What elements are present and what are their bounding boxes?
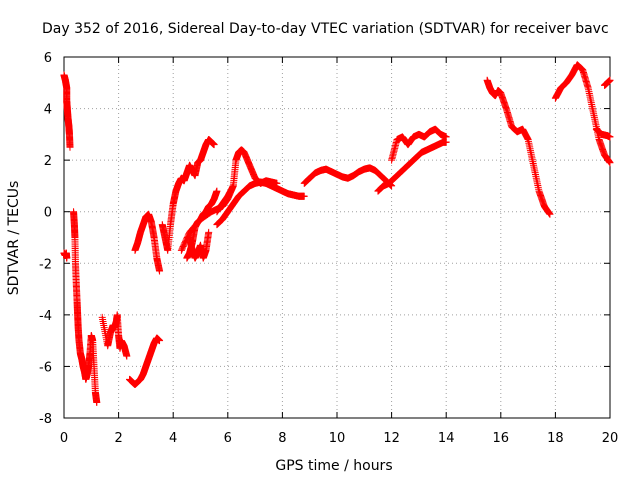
y-tick-label: -4 [39,309,52,324]
data-point [300,192,308,200]
x-tick-label: 16 [493,431,510,446]
data-point [606,133,614,141]
y-tick-label: -6 [39,360,52,375]
x-tick-label: 20 [602,431,619,446]
x-tick-label: 10 [329,431,346,446]
x-tick-label: 2 [114,431,122,446]
y-tick-label: 4 [44,103,52,118]
data-point [606,159,614,167]
data-point [156,337,164,345]
data-point [63,254,71,262]
data-point [229,182,237,190]
x-tick-label: 4 [169,431,177,446]
x-tick-label: 6 [224,431,232,446]
x-tick-label: 14 [438,431,455,446]
y-tick-label: 2 [44,154,52,169]
data-point [205,228,213,236]
data-point [273,179,281,187]
data-point [156,267,164,275]
chart-title: Day 352 of 2016, Sidereal Day-to-day VTE… [42,21,609,37]
grid-lines [64,57,610,418]
data-point [546,210,554,218]
data-point [66,143,74,151]
y-tick-label: -8 [39,412,52,427]
data-point [213,187,221,195]
data-points [60,61,614,407]
axis-ticks: 0 2 4 6 8 10 12 14 16 18 20 -8 -6 -4 -2 0 2 4 6 [39,51,618,446]
y-tick-label: 6 [44,51,52,66]
data-point [210,141,218,149]
x-tick-label: 0 [60,431,68,446]
y-tick-label: -2 [39,257,52,272]
x-tick-label: 8 [278,431,286,446]
data-point [93,399,101,407]
data-point [606,76,614,84]
data-point [123,352,131,360]
data-point [442,133,450,141]
x-tick-label: 18 [547,431,564,446]
x-axis-label: GPS time / hours [275,458,392,474]
y-tick-label: 0 [44,206,52,221]
y-axis-label: SDTVAR / TECUs [6,181,22,296]
x-tick-label: 12 [383,431,400,446]
